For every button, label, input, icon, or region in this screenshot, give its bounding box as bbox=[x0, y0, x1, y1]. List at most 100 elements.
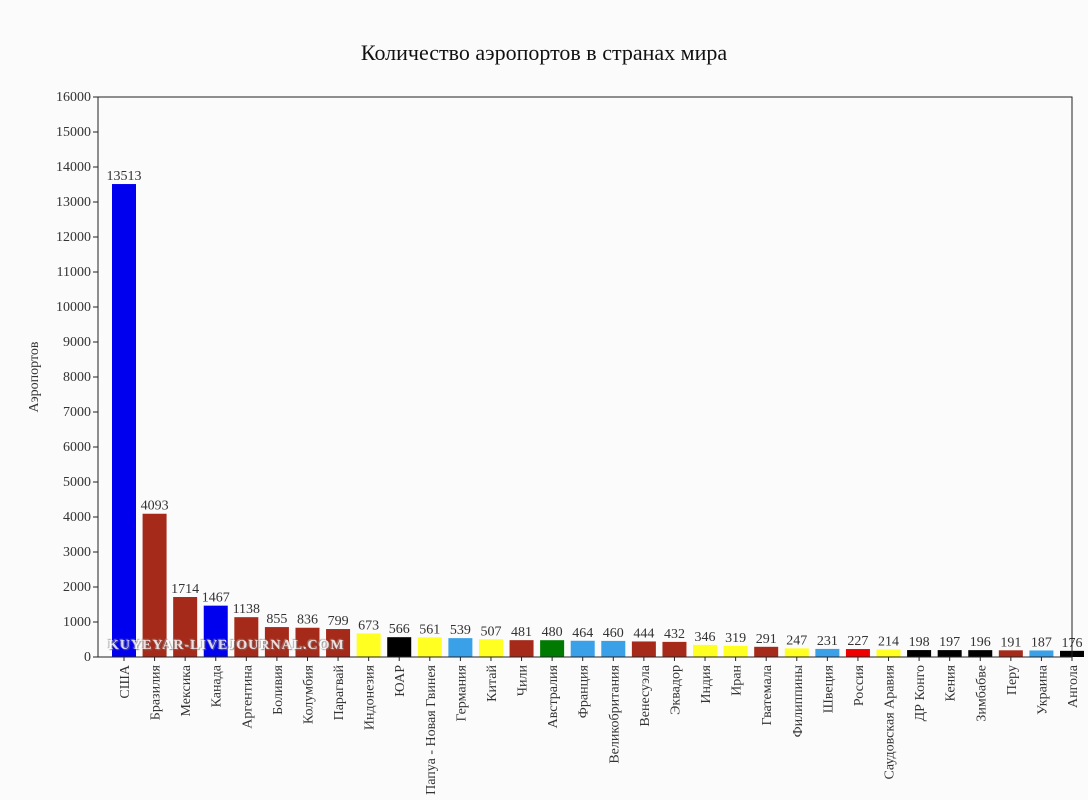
y-tick-label: 8000 bbox=[63, 370, 91, 385]
value-label: 227 bbox=[847, 634, 868, 649]
value-label: 1714 bbox=[171, 582, 199, 597]
value-label: 480 bbox=[542, 625, 563, 640]
bar bbox=[356, 633, 381, 657]
x-tick-label: Иран bbox=[730, 665, 745, 696]
value-label: 464 bbox=[572, 626, 593, 641]
bar bbox=[417, 637, 442, 657]
value-label: 214 bbox=[878, 635, 899, 650]
value-label: 1138 bbox=[233, 602, 260, 617]
bar bbox=[234, 617, 259, 657]
y-tick-label: 2000 bbox=[63, 580, 91, 595]
bar bbox=[662, 641, 687, 657]
x-tick-label: Аргентина bbox=[240, 664, 255, 728]
x-tick-label: Канада bbox=[210, 664, 225, 707]
x-tick-label: Франция bbox=[577, 664, 592, 718]
value-label: 247 bbox=[786, 633, 807, 648]
value-label: 539 bbox=[450, 623, 471, 638]
x-tick-label: Чили bbox=[516, 665, 531, 697]
value-label: 566 bbox=[389, 622, 410, 637]
y-tick-label: 5000 bbox=[63, 475, 91, 490]
value-label: 13513 bbox=[107, 169, 142, 184]
x-tick-label: Венесуэла bbox=[638, 664, 653, 726]
bar bbox=[173, 597, 198, 657]
value-label: 673 bbox=[358, 618, 379, 633]
x-tick-label: Филиппины bbox=[791, 664, 806, 737]
bar bbox=[693, 644, 718, 657]
x-tick-label: Ангола bbox=[1066, 664, 1081, 708]
value-label: 460 bbox=[603, 626, 624, 641]
watermark: KUYEYAR-LIVEJOURNAL.COM bbox=[108, 638, 345, 653]
bar bbox=[601, 640, 626, 657]
bar bbox=[631, 641, 656, 657]
bar bbox=[784, 648, 809, 657]
bar bbox=[142, 513, 167, 657]
value-label: 191 bbox=[1000, 635, 1021, 650]
bar bbox=[876, 649, 901, 657]
x-tick-label: Перу bbox=[1005, 665, 1020, 695]
bar bbox=[203, 605, 228, 657]
value-label: 1467 bbox=[202, 591, 230, 606]
bar bbox=[448, 638, 473, 657]
bar bbox=[968, 650, 993, 657]
x-tick-label: Украина bbox=[1035, 664, 1050, 715]
value-label: 4093 bbox=[141, 499, 169, 514]
y-tick-label: 4000 bbox=[63, 510, 91, 525]
x-tick-label: Великобритания bbox=[607, 664, 622, 763]
bar bbox=[937, 650, 962, 657]
value-label: 481 bbox=[511, 625, 532, 640]
value-label: 346 bbox=[695, 630, 716, 645]
bar bbox=[295, 627, 320, 657]
bar bbox=[387, 637, 412, 657]
x-tick-label: Парагвай bbox=[332, 665, 347, 721]
y-tick-label: 0 bbox=[84, 650, 91, 665]
x-axis-tick-labels: США Бразилия Мексика Канада Аргентина Боливия… bbox=[118, 657, 1081, 795]
x-tick-label: Боливия bbox=[271, 664, 286, 714]
x-tick-label: Германия bbox=[454, 664, 469, 721]
bar bbox=[509, 640, 534, 657]
y-tick-label: 16000 bbox=[56, 90, 91, 105]
bar bbox=[1029, 650, 1054, 657]
plot-frame bbox=[97, 96, 1073, 658]
y-tick-label: 14000 bbox=[56, 160, 91, 175]
value-label: 855 bbox=[266, 612, 287, 627]
x-tick-label: Папуа - Новая Гвинея bbox=[424, 664, 439, 794]
x-tick-label: Гватемала bbox=[760, 664, 775, 725]
y-tick-label: 11000 bbox=[57, 265, 91, 280]
x-tick-label: Австралия bbox=[546, 664, 561, 728]
bar bbox=[478, 639, 503, 657]
value-label: 432 bbox=[664, 627, 685, 642]
x-tick-label: ЮАР bbox=[393, 665, 408, 697]
value-label: 507 bbox=[480, 624, 501, 639]
x-tick-label: Индия bbox=[699, 664, 714, 703]
x-tick-label: Китай bbox=[485, 664, 500, 701]
x-tick-label: Кения bbox=[944, 664, 959, 701]
value-label: 198 bbox=[909, 635, 930, 650]
x-tick-label: Мексика bbox=[179, 664, 194, 716]
y-tick-label: 10000 bbox=[56, 300, 91, 315]
value-label: 799 bbox=[328, 614, 349, 629]
y-tick-label: 9000 bbox=[63, 335, 91, 350]
x-tick-label: Россия bbox=[852, 664, 867, 706]
y-tick-label: 3000 bbox=[63, 545, 91, 560]
x-tick-label: Индонезия bbox=[363, 664, 378, 730]
bar bbox=[723, 645, 748, 657]
y-tick-label: 13000 bbox=[56, 195, 91, 210]
value-label: 196 bbox=[970, 635, 991, 650]
value-label: 187 bbox=[1031, 635, 1052, 650]
y-tick-label: 15000 bbox=[56, 125, 91, 140]
value-label: 836 bbox=[297, 613, 318, 628]
bar bbox=[112, 184, 136, 658]
x-tick-label: Эквадор bbox=[668, 665, 683, 715]
bars bbox=[112, 184, 1084, 658]
y-tick-label: 1000 bbox=[63, 615, 91, 630]
y-tick-label: 7000 bbox=[63, 405, 91, 420]
bar bbox=[570, 640, 595, 657]
value-label: 231 bbox=[817, 634, 838, 649]
y-axis-ticks: 0 1000 2000 3000 4000 5000 6000 7000 8000 9000 100… bbox=[56, 90, 98, 665]
x-tick-label: Зимбабве bbox=[974, 665, 989, 722]
bar bbox=[815, 648, 840, 657]
bar bbox=[998, 650, 1023, 657]
x-tick-label: Бразилия bbox=[149, 664, 164, 720]
y-tick-label: 12000 bbox=[56, 230, 91, 245]
